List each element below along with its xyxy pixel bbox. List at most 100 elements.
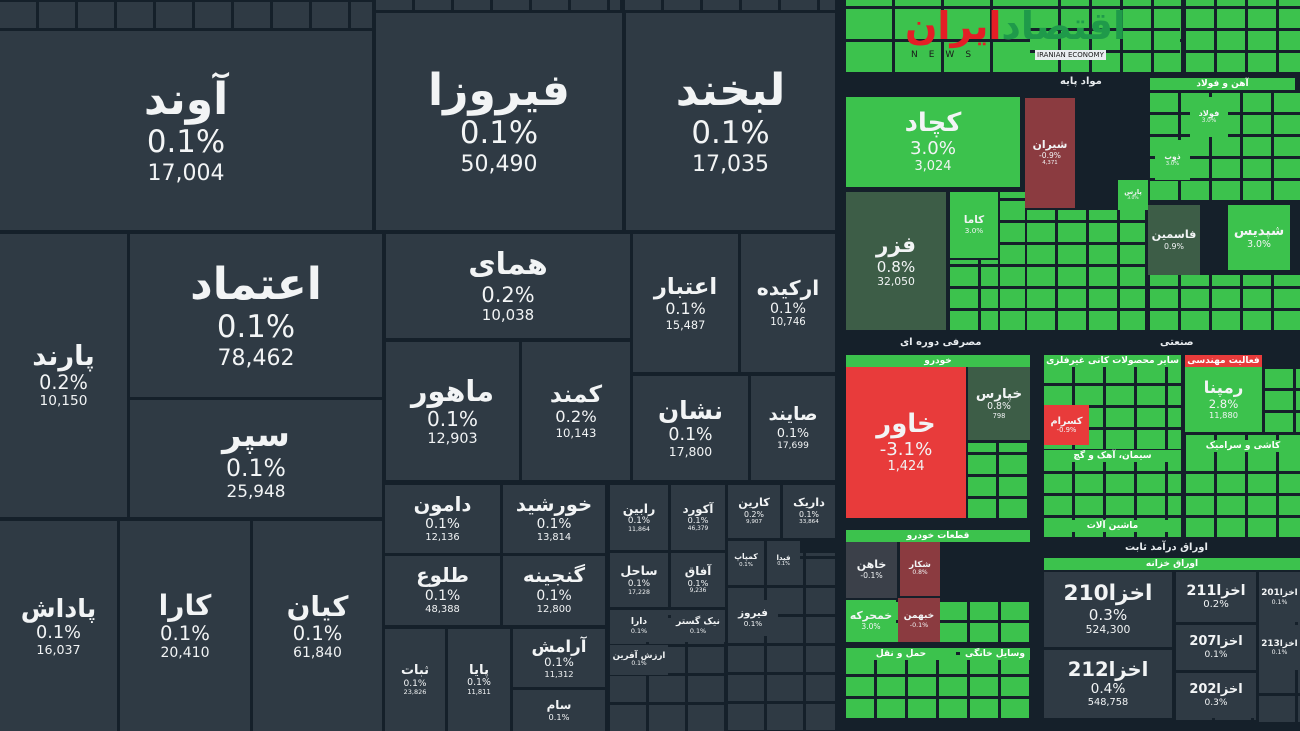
treemap-cell[interactable]: سام 0.1% [513,690,605,731]
treemap-cell[interactable]: اعتبار 0.1% 15,487 [633,234,738,372]
treemap-cell[interactable]: صایند 0.1% 17,699 [751,376,835,480]
treemap-cell[interactable]: ارزش آفرین 0.1% [610,645,668,675]
treemap-cell[interactable]: خاور -3.1% 1,424 [846,367,966,518]
cell-symbol: خمحرکه [849,609,893,623]
treemap-cell[interactable]: داریک 0.1% 33,864 [783,485,835,538]
cell-volume: 17,228 [628,588,650,596]
treemap-cell[interactable]: پارس 3.0% [1118,180,1148,210]
cell-change-percent: -0.1% [860,570,883,580]
treemap-cell[interactable]: رمپنا 2.8% 11,880 [1185,367,1262,432]
treemap-filler-cells [1027,210,1145,330]
treemap-cell[interactable]: دامون 0.1% 12,136 [385,485,500,553]
treemap-cell[interactable]: کسرام -0.9% [1044,405,1089,445]
treemap-cell[interactable]: اخزا202 0.3% [1176,673,1256,718]
treemap-cell[interactable]: پاداش 0.1% 16,037 [0,521,117,731]
cell-symbol: اعتماد [190,258,322,310]
cell-symbol: اخزا210 [1063,581,1153,607]
treemap-cell[interactable]: خاهن -0.1% [846,542,897,598]
cell-change-percent: 0.1% [691,115,770,152]
cell-symbol: لبخند [675,64,786,116]
cell-change-percent: 0.8% [912,569,928,577]
treemap-cell[interactable]: همای 0.2% 10,038 [386,234,630,338]
treemap-cell[interactable]: خورشید 0.1% 13,814 [503,485,605,553]
treemap-cell[interactable]: فاسمین 0.9% [1148,205,1200,275]
treemap-cell[interactable]: فیروزا 0.1% 50,490 [376,13,622,230]
treemap-cell[interactable]: نشان 0.1% 17,800 [633,376,748,480]
treemap-cell[interactable]: اخزا210 0.3% 524,300 [1044,572,1172,647]
treemap-cell[interactable]: خپارس 0.8% 798 [968,367,1030,440]
treemap-cell[interactable]: کمپاپ 0.1% [728,541,764,581]
treemap-cell[interactable]: آکورد 0.1% 46,379 [671,485,725,550]
treemap-cell[interactable]: اخزا211 0.2% [1176,572,1256,622]
cell-change-percent: 2.8% [1208,396,1239,411]
treemap-cell[interactable]: شکار 0.8% [900,542,940,596]
treemap-cell[interactable]: پایا 0.1% 11,811 [448,629,510,731]
treemap-cell[interactable]: رابین 0.1% 11,864 [610,485,668,550]
cell-volume: 12,903 [427,430,478,447]
treemap-cell[interactable]: اخزا207 0.1% [1176,625,1256,670]
treemap-cell[interactable]: شیران -0.9% 4,371 [1025,98,1075,208]
cell-change-percent: 0.1% [769,300,807,317]
cell-change-percent: 0.1% [424,588,461,605]
treemap-cell[interactable]: کیان 0.1% 61,840 [253,521,382,731]
cell-change-percent: 0.1% [160,621,210,645]
treemap-cell[interactable]: سپر 0.1% 25,948 [130,400,382,517]
treemap-cell[interactable]: اخزا201 0.1% [1259,572,1300,622]
treemap-cell[interactable]: پارند 0.2% 10,150 [0,234,127,517]
treemap-filler-cells [1030,0,1180,72]
treemap-cell[interactable]: نیک گستر 0.1% [671,610,725,642]
treemap-cell[interactable]: فزر 0.8% 32,050 [846,192,946,330]
cell-change-percent: 0.9% [1164,241,1184,251]
treemap-cell[interactable]: اخزا213 0.1% [1259,625,1300,670]
treemap-cell[interactable]: گنجینه 0.1% 12,800 [503,556,605,625]
treemap-cell[interactable]: کمند 0.2% 10,143 [522,342,630,480]
cell-change-percent: 0.1% [739,562,753,569]
cell-symbol: خبهمن [903,611,935,622]
cell-symbol: اخزا207 [1189,633,1243,649]
treemap-cell[interactable]: اخزا212 0.4% 548,758 [1044,650,1172,718]
cell-change-percent: 0.1% [536,588,572,605]
cell-change-percent: 0.1% [689,626,707,635]
treemap-cell[interactable]: ثبات 0.1% 23,826 [385,629,445,731]
treemap-cell[interactable]: خمحرکه 3.0% [846,600,896,642]
treemap-cell[interactable]: خبهمن -0.1% [898,598,940,642]
cell-change-percent: 0.1% [665,299,706,319]
cell-symbol: فزر [875,232,916,258]
treemap-cell[interactable]: فیدا 0.1% [767,541,800,581]
treemap-cell[interactable]: طلوع 0.1% 48,388 [385,556,500,625]
cell-change-percent: 0.1% [1271,649,1288,657]
cell-symbol: کسرام [1050,415,1083,427]
cell-change-percent: 0.1% [687,515,709,526]
cell-volume: 524,300 [1085,623,1131,637]
treemap-cell[interactable]: دارا 0.1% [610,610,668,642]
cell-volume: 78,462 [217,345,295,371]
sector-label: کاشی و سرامیک [1186,440,1300,452]
cell-change-percent: -0.9% [1039,150,1061,160]
cell-volume: 10,746 [770,317,806,328]
treemap-cell[interactable]: کارا 0.1% 20,410 [120,521,250,731]
treemap-cell[interactable]: ارکیده 0.1% 10,746 [741,234,835,372]
treemap-cell[interactable]: کارین 0.2% 9,907 [728,485,780,538]
treemap-cell[interactable]: اعتماد 0.1% 78,462 [130,234,382,397]
treemap-cell[interactable]: کاما 3.0% [950,192,998,258]
treemap-cell[interactable]: آرامش 0.1% 11,312 [513,629,605,687]
treemap-cell[interactable]: فیروز 0.1% [728,600,778,636]
treemap-cell[interactable]: ذوب 3.0% [1155,140,1190,180]
cell-change-percent: 0.3% [1088,606,1128,625]
treemap-cell[interactable]: فولاد 3.0% [1190,97,1228,137]
sector-label: مصرفی دوره ای [900,337,982,348]
treemap-cell[interactable]: لبخند 0.1% 17,035 [626,13,835,230]
treemap-cell[interactable]: شپدیس 3.0% [1228,205,1290,270]
treemap-cell[interactable]: ساحل 0.1% 17,228 [610,553,668,607]
cell-volume: 13,814 [536,532,572,544]
cell-volume: 12,800 [536,604,572,616]
cell-symbol: کمند [549,380,603,408]
cell-symbol: نشان [657,395,724,425]
treemap-cell[interactable]: آفاق 0.1% 9,236 [671,553,725,607]
treemap-cell[interactable]: کچاد 3.0% 3,024 [846,97,1020,187]
cell-change-percent: 0.8% [987,400,1011,412]
cell-symbol: شیران [1032,138,1068,152]
treemap-cell[interactable]: آوند 0.1% 17,004 [0,31,372,230]
cell-change-percent: 0.1% [668,425,713,446]
treemap-cell[interactable]: ماهور 0.1% 12,903 [386,342,519,480]
